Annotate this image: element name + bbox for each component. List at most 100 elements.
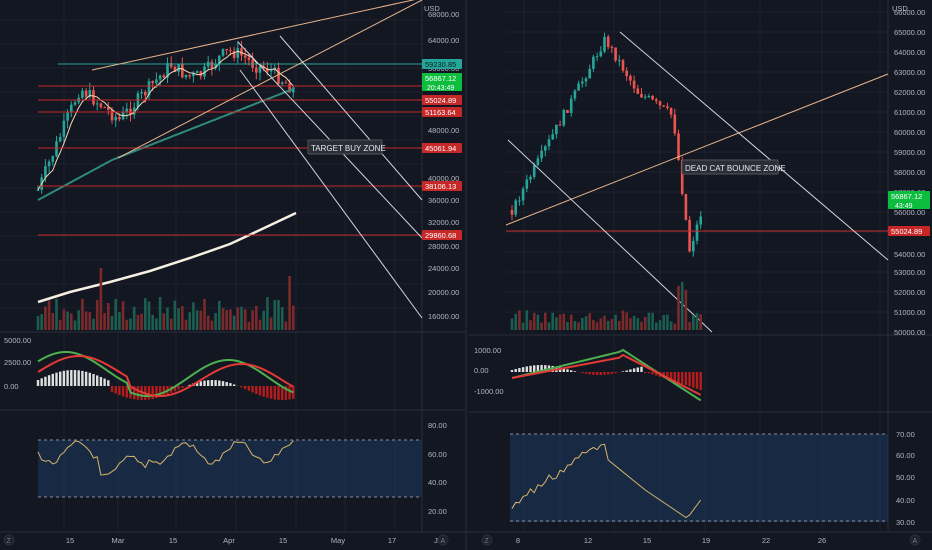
volume-bar xyxy=(521,322,525,330)
candle-body xyxy=(540,150,543,159)
dead-cat-bounce-zone-label[interactable]: DEAD CAT BOUNCE ZONE xyxy=(681,159,786,175)
macd-histogram-bar xyxy=(73,370,77,386)
candle-body xyxy=(125,108,129,113)
auto-scale-a-icon[interactable]: A xyxy=(909,534,921,546)
candle-body xyxy=(680,160,684,195)
macd-histogram-bar xyxy=(266,386,269,398)
volume-bar xyxy=(110,316,114,330)
volume-bar xyxy=(677,285,680,330)
volume-bar xyxy=(640,321,643,330)
auto-scale-a-icon[interactable]: A xyxy=(437,534,449,546)
left-time-axis[interactable]: 15Mar15Apr15May17Jun xyxy=(66,536,446,545)
moving-average-50 xyxy=(37,88,294,201)
macd-histogram-bar xyxy=(225,382,228,386)
macd-histogram-bar xyxy=(651,372,654,375)
candle-body xyxy=(284,82,288,84)
rising-trendline xyxy=(117,0,423,159)
macd-histogram-bar xyxy=(121,386,125,397)
price-tick-label: 65000.00 xyxy=(894,28,925,37)
target-buy-zone-label[interactable]: TARGET BUY ZONE xyxy=(307,139,386,155)
volume-bar xyxy=(673,323,677,330)
macd-histogram-bar xyxy=(603,372,606,375)
volume-bar xyxy=(169,318,173,330)
time-tick-label: Mar xyxy=(112,536,125,545)
macd-histogram-bar xyxy=(214,380,217,386)
macd-histogram-bar xyxy=(88,372,91,386)
right-time-axis[interactable]: 8 12 15 19 22 26 xyxy=(516,536,826,545)
candle-body xyxy=(695,224,699,241)
candle-body xyxy=(195,71,199,74)
volume-bar xyxy=(214,312,217,330)
auto-scale-a-icon-glyph: A xyxy=(913,538,918,545)
volume-bar xyxy=(699,314,702,330)
volume-bar xyxy=(95,299,99,330)
rsi-axis-label: 70.00 xyxy=(896,430,915,439)
left-price-axis[interactable]: USD68000.0064000.0056000.0048000.0040000… xyxy=(422,4,462,321)
volume-bar xyxy=(618,320,621,330)
macd-histogram-bar xyxy=(55,372,58,386)
macd-histogram-bar xyxy=(62,370,66,386)
zone-label-text: TARGET BUY ZONE xyxy=(311,144,386,153)
volume-bar xyxy=(136,314,140,330)
rsi-axis-label: 20.00 xyxy=(428,507,447,516)
macd-histogram-bar xyxy=(581,372,584,374)
tradingview-z-icon[interactable]: Z xyxy=(3,534,15,546)
volume-bar xyxy=(62,309,66,330)
candle-body xyxy=(255,67,258,73)
macd-histogram-bar xyxy=(636,367,639,372)
rsi-axis-label: 80.00 xyxy=(428,421,447,430)
candle-body xyxy=(603,36,606,52)
left-rsi-pane[interactable]: 80.00 60.00 40.00 20.00 xyxy=(37,421,447,516)
volume-bar xyxy=(280,307,284,330)
volume-bar xyxy=(606,320,610,330)
left-chart-pane[interactable]: TARGET BUY ZONE xyxy=(36,0,423,330)
candle-body xyxy=(144,92,147,96)
candle-body xyxy=(169,63,173,67)
right-rsi-pane[interactable]: 70.00 60.00 50.00 40.00 30.00 xyxy=(510,430,915,527)
candle-body xyxy=(577,83,580,91)
macd-histogram-bar xyxy=(607,372,610,375)
volume-bar xyxy=(40,314,43,330)
macd-histogram-bar xyxy=(99,376,103,386)
right-chart-pane[interactable]: DEAD CAT BOUNCE ZONE xyxy=(505,31,889,333)
macd-histogram-bar xyxy=(59,371,62,386)
price-tag-countdown: 43:49 xyxy=(895,203,913,210)
volume-bar xyxy=(262,310,265,330)
price-tick-label: 61000.00 xyxy=(894,108,925,117)
macd-histogram-bar xyxy=(566,369,569,372)
macd-histogram-bar xyxy=(51,373,54,386)
left-macd-pane[interactable]: 5000.00 2500.00 0.00 xyxy=(4,336,295,400)
macd-histogram-bar xyxy=(625,370,628,372)
volume-bar xyxy=(240,306,243,330)
candle-body xyxy=(266,68,269,72)
candle-body xyxy=(66,112,69,121)
candle-body xyxy=(177,64,180,72)
candle-body xyxy=(88,90,92,97)
price-tag-bg xyxy=(422,59,462,69)
volume-bar xyxy=(192,302,195,330)
candle-body xyxy=(62,120,66,137)
price-tag-value: 59230.85 xyxy=(425,60,456,69)
macd-histogram-bar xyxy=(118,386,121,396)
macd-histogram-bar xyxy=(277,386,280,400)
candle-body xyxy=(55,141,58,157)
volume-bar xyxy=(529,320,532,330)
candle-body xyxy=(629,76,632,81)
price-tick-label: 60000.00 xyxy=(894,128,925,137)
right-macd-pane[interactable]: 1000.00 0.00 -1000.00 xyxy=(474,346,702,402)
macd-histogram-bar xyxy=(136,386,140,400)
rsi-line xyxy=(37,440,294,476)
macd-histogram-bar xyxy=(262,386,265,397)
volume-bar xyxy=(551,312,554,330)
volume-bar xyxy=(636,317,640,330)
tradingview-z-icon[interactable]: Z xyxy=(481,534,493,546)
tradingview-z-icon-bg xyxy=(3,534,15,546)
macd-histogram-bar xyxy=(151,386,154,399)
candle-body xyxy=(44,166,47,178)
rsi-line xyxy=(511,443,702,519)
rsi-axis-label: 40.00 xyxy=(896,496,915,505)
candle-body xyxy=(203,66,206,77)
